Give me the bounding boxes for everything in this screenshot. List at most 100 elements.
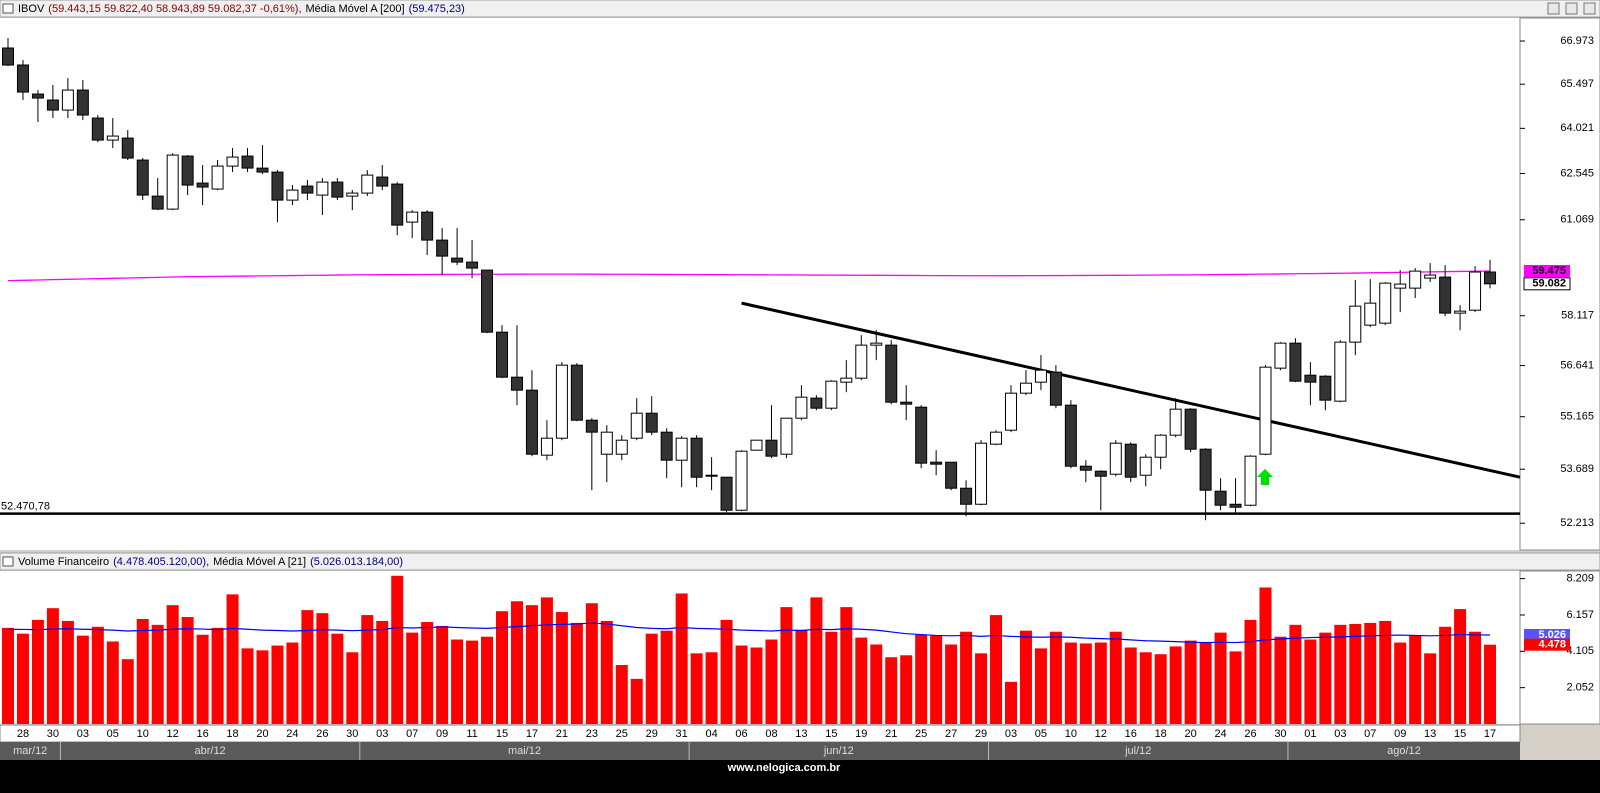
x-tick-label: 19 <box>855 728 867 740</box>
volume-bar <box>525 605 538 724</box>
candle-body <box>945 461 958 489</box>
close-tag: 59.082 <box>1532 278 1566 290</box>
value-tag: 4.478 <box>1538 639 1566 651</box>
x-tick-label: 29 <box>646 728 658 740</box>
volume-bar <box>630 678 643 724</box>
x-tick-label: 07 <box>1364 728 1376 740</box>
volume-bar <box>930 635 943 724</box>
volume-bar <box>720 619 733 724</box>
volume-bar <box>496 611 509 724</box>
x-tick-label: 30 <box>346 728 358 740</box>
candle-body <box>555 364 568 439</box>
candle-body <box>361 174 374 194</box>
volume-bar <box>196 634 209 724</box>
volume-bar <box>1124 647 1137 724</box>
x-tick-label: 15 <box>825 728 837 740</box>
volume-bar <box>46 608 59 724</box>
volume-bar <box>1049 631 1062 724</box>
candle-body <box>975 442 988 505</box>
volume-bar <box>1169 646 1182 724</box>
y-tick-label: 55.165 <box>1560 411 1594 423</box>
window-icon[interactable] <box>2 556 14 567</box>
x-tick-label: 08 <box>765 728 777 740</box>
volume-bar <box>1184 640 1197 724</box>
volume-ma-name: Média Móvel A [21] <box>213 556 306 568</box>
candle-body <box>1169 408 1182 436</box>
candle-body <box>1109 442 1122 475</box>
candle-body <box>1034 369 1047 383</box>
candle-body <box>136 159 149 196</box>
x-tick-label: 03 <box>1334 728 1346 740</box>
candle-body <box>376 176 389 187</box>
y-tick-label: 53.689 <box>1560 463 1594 475</box>
y-tick-label: 6.157 <box>1566 609 1594 621</box>
candle-body <box>765 439 778 457</box>
support-label: 52.470,78 <box>1 501 50 513</box>
window-button[interactable] <box>1565 2 1578 15</box>
volume-bar <box>331 633 344 724</box>
x-tick-label: 03 <box>376 728 388 740</box>
candle-body <box>1094 470 1107 477</box>
candle-body <box>1079 465 1092 471</box>
x-tick-label: 07 <box>406 728 418 740</box>
volume-bar <box>466 640 479 724</box>
candle-body <box>1349 305 1362 343</box>
volume-bar <box>570 622 583 724</box>
candle-body <box>675 437 688 461</box>
candle-body <box>1124 443 1137 478</box>
candle-body <box>1064 404 1077 467</box>
candle-body <box>106 135 119 141</box>
candle-body <box>1379 282 1392 324</box>
x-tick-label: 24 <box>286 728 298 740</box>
volume-bar <box>600 620 613 724</box>
candle-body <box>46 99 59 111</box>
window-icon[interactable] <box>2 3 14 14</box>
month-label: jun/12 <box>823 745 854 757</box>
volume-bar <box>1154 654 1167 724</box>
x-tick-label: 20 <box>256 728 268 740</box>
window-button[interactable] <box>1547 2 1560 15</box>
x-tick-label: 01 <box>1304 728 1316 740</box>
candle-body <box>391 183 404 226</box>
volume-bar <box>615 665 628 724</box>
candle-body <box>1334 341 1347 402</box>
x-tick-label: 10 <box>137 728 149 740</box>
volume-bar <box>1004 681 1017 724</box>
volume-bar <box>1379 620 1392 724</box>
volume-bar <box>945 644 958 724</box>
y-tick-label: 58.117 <box>1561 310 1594 322</box>
candle-body <box>1004 392 1017 431</box>
candle-body <box>1154 434 1167 458</box>
candle-body <box>421 211 434 241</box>
volume-bar <box>1019 630 1032 724</box>
volume-bar <box>1349 623 1362 724</box>
volume-bar <box>1454 609 1467 724</box>
candle-body <box>600 431 613 455</box>
candle-body <box>1259 366 1272 455</box>
candle-body <box>196 182 209 188</box>
x-tick-label: 15 <box>1454 728 1466 740</box>
volume-bar <box>316 613 329 724</box>
volume-bar <box>166 605 179 724</box>
x-tick-label: 10 <box>1065 728 1077 740</box>
y-tick-label: 8.209 <box>1566 573 1594 585</box>
volume-bar <box>1334 624 1347 724</box>
volume-bar <box>855 637 868 724</box>
candle-body <box>810 397 823 409</box>
volume-bar <box>1439 626 1452 724</box>
x-tick-label: 06 <box>735 728 747 740</box>
volume-bar <box>1214 632 1227 724</box>
volume-bar <box>1034 648 1047 724</box>
volume-bar <box>1364 622 1377 724</box>
volume-bar <box>1469 631 1482 724</box>
volume-bar <box>1064 642 1077 724</box>
window-button[interactable] <box>1583 2 1596 15</box>
volume-bar <box>211 627 224 724</box>
candle-body <box>930 461 943 465</box>
volume-bar <box>1424 653 1437 724</box>
volume-header-bar <box>0 552 1600 571</box>
x-tick-label: 15 <box>496 728 508 740</box>
y-tick-label: 65.497 <box>1560 78 1594 90</box>
